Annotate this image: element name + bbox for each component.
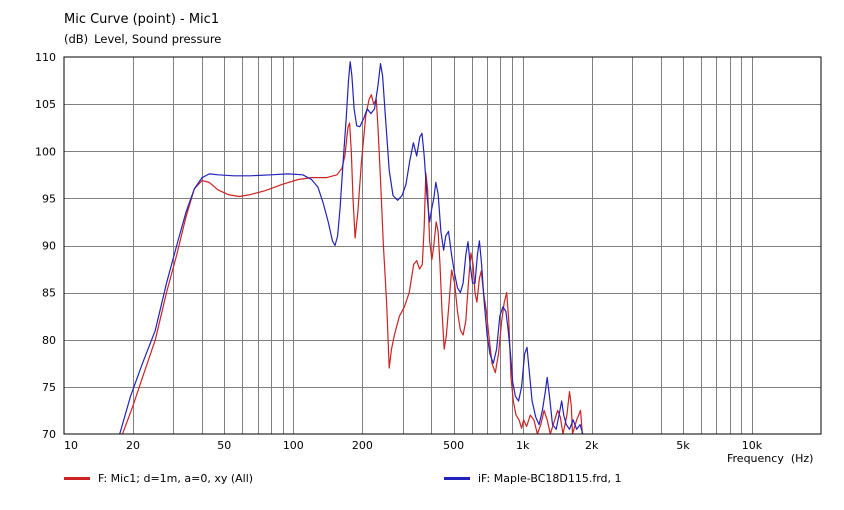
legend-label-mic1: F: Mic1; d=1m, a=0, xy (All) bbox=[98, 472, 254, 485]
y-tick-label: 75 bbox=[42, 381, 56, 394]
chart-title: Mic Curve (point) - Mic1 bbox=[64, 12, 220, 27]
x-tick-label: 2k bbox=[585, 439, 599, 452]
y-axis-name: Level, Sound pressure bbox=[94, 32, 222, 46]
y-tick-label: 105 bbox=[35, 98, 56, 111]
x-tick-label: 100 bbox=[283, 439, 304, 452]
x-tick-label: 20 bbox=[126, 439, 140, 452]
x-tick-label: 500 bbox=[443, 439, 464, 452]
x-axis-name: Frequency bbox=[727, 452, 784, 465]
y-tick-label: 100 bbox=[35, 145, 56, 158]
legend-item-mic1: F: Mic1; d=1m, a=0, xy (All) bbox=[64, 472, 253, 485]
legend-swatch-frd bbox=[444, 477, 470, 480]
y-axis-unit: (dB) bbox=[64, 32, 89, 46]
series-line-mic1 bbox=[121, 94, 583, 434]
legend-item-frd: iF: Maple-BC18D115.frd, 1 bbox=[444, 472, 622, 485]
legend-swatch-mic1 bbox=[64, 477, 90, 480]
series-line-frd bbox=[119, 61, 584, 434]
x-tick-label: 200 bbox=[352, 439, 373, 452]
y-tick-label: 95 bbox=[42, 192, 56, 205]
y-axis-label: (dB) Level, Sound pressure bbox=[64, 32, 221, 46]
y-tick-label: 85 bbox=[42, 287, 56, 300]
x-tick-label: 1k bbox=[516, 439, 530, 452]
x-tick-label: 10k bbox=[742, 439, 763, 452]
axis-ticks: 70 75 80 85 90 95 100 105 110 10 20 50 100 200 500 1k 2k… bbox=[35, 51, 763, 452]
plot-frame bbox=[63, 56, 822, 435]
y-tick-label: 70 bbox=[42, 428, 56, 441]
y-tick-label: 110 bbox=[35, 51, 56, 64]
x-tick-label: 50 bbox=[217, 439, 231, 452]
x-axis-unit: (Hz) bbox=[790, 452, 814, 465]
y-tick-label: 80 bbox=[42, 334, 56, 347]
x-axis-label: Frequency (Hz) bbox=[727, 452, 813, 465]
legend-label-frd: iF: Maple-BC18D115.frd, 1 bbox=[478, 472, 622, 485]
x-tick-label: 5k bbox=[676, 439, 690, 452]
x-tick-label: 10 bbox=[64, 439, 78, 452]
y-tick-label: 90 bbox=[42, 240, 56, 253]
